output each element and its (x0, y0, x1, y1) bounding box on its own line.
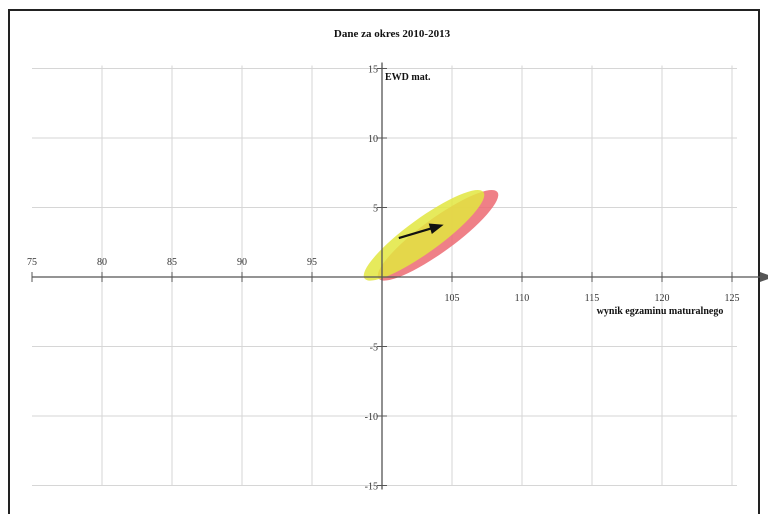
y-tick-label: 5 (373, 204, 378, 215)
x-tick-label: 120 (655, 293, 670, 304)
arrow-layer (398, 223, 444, 240)
x-tick-label: 90 (237, 257, 247, 268)
y-axis-label: EWD mat. (385, 72, 431, 83)
axes (32, 62, 768, 490)
y-tick-label: -15 (365, 482, 378, 493)
ellipse-1 (363, 190, 485, 281)
x-tick-label: 85 (167, 257, 177, 268)
x-tick-label: 75 (27, 257, 37, 268)
x-tick-label: 80 (97, 257, 107, 268)
y-tick-label: -10 (365, 412, 378, 423)
y-tick-label: -5 (370, 343, 378, 354)
x-tick-label: 105 (445, 293, 460, 304)
y-tick-label: 10 (368, 134, 378, 145)
x-tick-label: 95 (307, 257, 317, 268)
x-tick-label: 110 (515, 293, 530, 304)
x-axis-arrowhead (760, 272, 768, 282)
x-tick-label: 125 (725, 293, 740, 304)
y-tick-label: 15 (368, 65, 378, 76)
chart-title: Dane za okres 2010-2013 (334, 28, 451, 40)
ellipses (363, 190, 499, 281)
trend-arrowhead (428, 223, 444, 234)
x-axis-label: wynik egzaminu maturalnego (597, 306, 724, 317)
x-tick-label: 115 (585, 293, 600, 304)
